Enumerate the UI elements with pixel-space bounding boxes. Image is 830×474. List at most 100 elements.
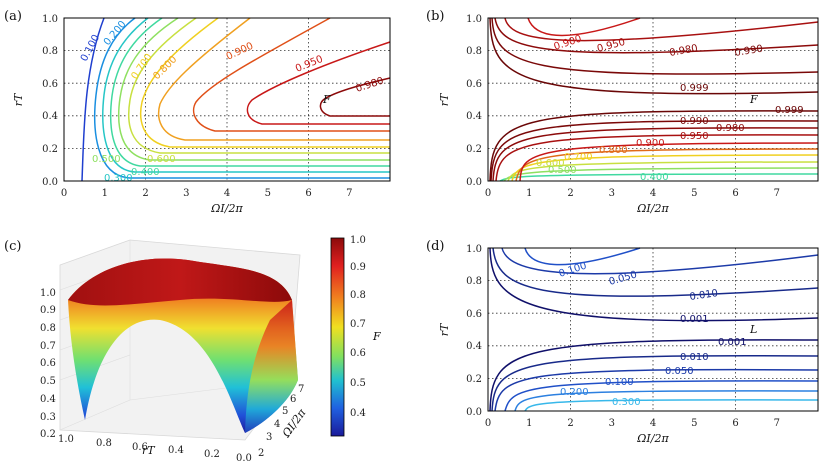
- contour-b-0.990b: [490, 120, 819, 182]
- xtick-b-5: 5: [691, 188, 697, 199]
- xtick-b-7: 7: [774, 188, 780, 199]
- xtick-c-1: 0.8: [96, 438, 112, 449]
- panel-c-yticks: 2 3 4 5 6 7: [258, 384, 304, 459]
- xtick-d-1: 1: [526, 418, 532, 429]
- ytick-d-3: 0.6: [466, 309, 482, 320]
- xtick-c-3: 0.4: [168, 445, 184, 456]
- clabel-d-bot-3: 0.100: [605, 377, 634, 388]
- panel-d-xticks: 0 1 2 3 4 5 6 7: [485, 418, 780, 429]
- contour-b-0.999t: [489, 17, 819, 95]
- contour-a-0.400: [109, 17, 390, 167]
- cbar-tick-0: 1.0: [350, 235, 366, 246]
- panel-d-frame: [487, 247, 819, 412]
- panel-a-grid: [64, 18, 390, 181]
- clabel-b-bot-5: 0.800: [599, 145, 628, 156]
- clabel-b-bot-2: 0.980: [716, 123, 745, 134]
- clabel-b-bot-7: 0.600: [536, 158, 565, 169]
- contour-b-0.900t: [527, 17, 641, 37]
- xtick-d-6: 6: [732, 418, 738, 429]
- contour-d-0.010t: [492, 247, 819, 297]
- clabel-b-bot-8: 0.500: [548, 165, 577, 176]
- clabel-a-0.400: 0.400: [131, 167, 160, 178]
- clabel-b-bot-6: 0.700: [564, 152, 593, 163]
- xtick-d-5: 5: [691, 418, 697, 429]
- panel-d-xlabel: ΩI/2π: [636, 432, 669, 445]
- ytick-b-0: 0.0: [466, 177, 482, 188]
- contour-d-0.050b: [494, 368, 819, 412]
- contour-b-0.980b: [492, 127, 819, 182]
- contour-d-0.100t: [524, 247, 641, 266]
- clabel-b-bot-1: 0.990: [680, 116, 709, 127]
- ztick-c-2: 0.4: [40, 394, 56, 405]
- contour-b-0.950t: [504, 17, 819, 42]
- panel-c-zticks: 1.0 0.9 0.8 0.7 0.6 0.5 0.4 0.3 0.2: [40, 288, 56, 440]
- panel-b-contour-labels: 0.900 0.950 0.980 0.990 0.999 0.999 0.99…: [536, 34, 804, 183]
- cbar-tick-5: 0.5: [350, 378, 366, 389]
- cbar-tick-3: 0.7: [350, 319, 366, 330]
- contour-d-0.001t: [489, 247, 819, 322]
- contour-b-0.400: [499, 173, 819, 182]
- cbar-tick-2: 0.8: [350, 290, 366, 301]
- xtick-d-3: 3: [609, 418, 615, 429]
- contour-a-0.900: [192, 17, 390, 132]
- clabel-a-0.600: 0.600: [147, 154, 176, 165]
- ytick-b-5: 1.0: [466, 14, 482, 25]
- ytick-a-3: 0.6: [42, 79, 58, 90]
- contour-a-0.500: [117, 17, 390, 161]
- ytick-d-1: 0.2: [466, 374, 482, 385]
- panel-c-label: (c): [4, 239, 21, 254]
- panel-b-frame: [487, 17, 819, 182]
- panel-a-xlabel: ΩI/2π: [210, 202, 243, 215]
- ztick-c-7: 0.9: [40, 305, 56, 316]
- panel-b-yticks: 0.0 0.2 0.4 0.6 0.8 1.0: [466, 14, 482, 188]
- panel-a-label: (a): [4, 9, 22, 24]
- clabel-b-bot-3: 0.950: [680, 131, 709, 142]
- panel-a-yticks: 0.0 0.2 0.4 0.6 0.8 1.0: [42, 14, 58, 188]
- contour-a-0.100: [81, 17, 105, 182]
- xtick-d-7: 7: [774, 418, 780, 429]
- colorbar: [330, 237, 345, 437]
- contour-b-0.990t: [491, 17, 819, 75]
- ytick-c-5: 7: [298, 384, 304, 395]
- clabel-b-bot-4: 0.900: [636, 138, 665, 149]
- clabel-d-bot-5: 0.300: [612, 397, 641, 408]
- contour-d-0.100b: [504, 380, 819, 412]
- xtick-a-3: 3: [183, 188, 189, 199]
- contour-d-0.050t: [501, 247, 819, 275]
- xtick-b-6: 6: [732, 188, 738, 199]
- ytick-c-1: 3: [266, 432, 272, 443]
- panel-b-contours: [489, 17, 819, 182]
- xtick-a-6: 6: [305, 188, 311, 199]
- contour-d-0.300b: [524, 399, 819, 412]
- ytick-a-5: 1.0: [42, 14, 58, 25]
- clabel-d-top-3: 0.001: [680, 314, 709, 325]
- panel-a-frame: [63, 17, 391, 182]
- contour-b-0.950b: [495, 134, 819, 182]
- ytick-c-4: 6: [290, 394, 296, 405]
- ytick-d-2: 0.4: [466, 341, 482, 352]
- panel-d-label: (d): [426, 239, 444, 254]
- panel-b: (b) 0.900 0.950 0.9: [426, 9, 819, 215]
- clabel-a-0.300: 0.300: [104, 173, 133, 184]
- ytick-b-2: 0.4: [466, 111, 482, 122]
- xtick-c-0: 1.0: [58, 434, 74, 445]
- xtick-d-2: 2: [567, 418, 573, 429]
- contour-a-0.600: [127, 17, 390, 154]
- panel-d-ylabel: rT: [438, 322, 451, 336]
- xtick-d-4: 4: [650, 418, 656, 429]
- panel-b-xlabel: ΩI/2π: [636, 202, 669, 215]
- ztick-c-5: 0.7: [40, 341, 56, 352]
- ytick-c-3: 5: [282, 406, 288, 417]
- ztick-c-4: 0.6: [40, 358, 56, 369]
- contour-a-0.700: [139, 17, 390, 148]
- panel-d-contours: [489, 247, 819, 412]
- ztick-c-3: 0.5: [40, 376, 56, 387]
- contour-b-0.500: [503, 167, 819, 182]
- panel-b-grid: [488, 18, 818, 181]
- panel-a-annotation: F: [322, 93, 331, 106]
- panel-b-label: (b): [426, 9, 444, 24]
- ytick-b-4: 0.8: [466, 46, 482, 57]
- clabel-b-top-3: 0.990: [734, 44, 764, 59]
- clabel-b-bot-9: 0.400: [640, 172, 669, 183]
